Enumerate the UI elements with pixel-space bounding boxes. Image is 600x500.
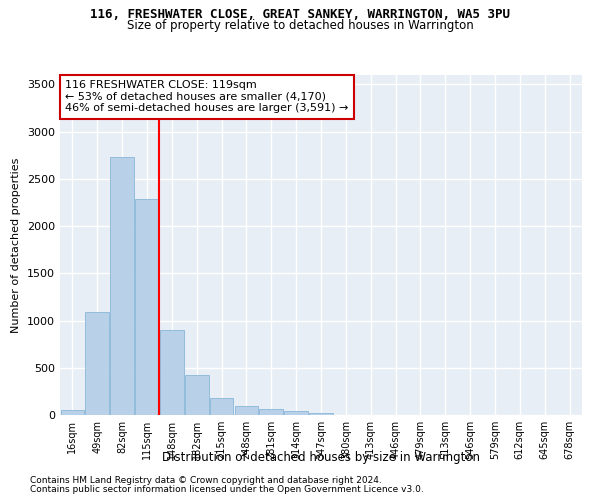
Text: Size of property relative to detached houses in Warrington: Size of property relative to detached ho… <box>127 18 473 32</box>
Bar <box>259 409 283 415</box>
Bar <box>61 410 84 415</box>
Bar <box>185 376 209 415</box>
Text: Contains public sector information licensed under the Open Government Licence v3: Contains public sector information licen… <box>30 485 424 494</box>
Text: 116 FRESHWATER CLOSE: 119sqm
← 53% of detached houses are smaller (4,170)
46% of: 116 FRESHWATER CLOSE: 119sqm ← 53% of de… <box>65 80 349 114</box>
Text: Distribution of detached houses by size in Warrington: Distribution of detached houses by size … <box>162 451 480 464</box>
Bar <box>284 411 308 415</box>
Bar <box>210 398 233 415</box>
Bar <box>135 198 159 415</box>
Bar <box>85 312 109 415</box>
Text: 116, FRESHWATER CLOSE, GREAT SANKEY, WARRINGTON, WA5 3PU: 116, FRESHWATER CLOSE, GREAT SANKEY, WAR… <box>90 8 510 20</box>
Bar <box>160 330 184 415</box>
Y-axis label: Number of detached properties: Number of detached properties <box>11 158 22 332</box>
Text: Contains HM Land Registry data © Crown copyright and database right 2024.: Contains HM Land Registry data © Crown c… <box>30 476 382 485</box>
Bar <box>110 157 134 415</box>
Bar <box>309 412 333 415</box>
Bar <box>235 406 258 415</box>
